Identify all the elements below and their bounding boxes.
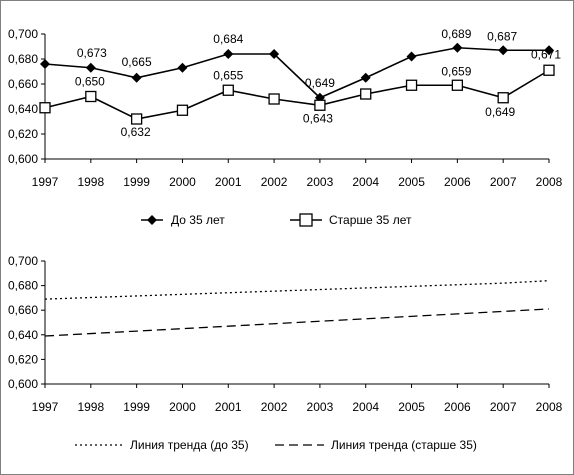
- data-label: 0,643: [303, 111, 333, 125]
- x-tick-label: 2007: [490, 400, 517, 414]
- x-tick-label: 1997: [32, 400, 59, 414]
- series-line-2: [44, 308, 550, 337]
- y-tick-label: 0,700: [8, 254, 38, 268]
- series-line-1: [44, 280, 550, 300]
- data-point-diamond: [544, 45, 554, 56]
- x-tick-label: 2007: [490, 175, 517, 189]
- y-tick-label: 0,620: [8, 352, 38, 366]
- data-point-diamond: [269, 49, 280, 59]
- x-tick-label: 2003: [307, 175, 334, 189]
- x-tick-label: 2005: [398, 175, 425, 189]
- data-label: 0,665: [122, 55, 152, 69]
- legend-label: До 35 лет: [171, 213, 225, 227]
- x-tick-label: 2004: [352, 400, 379, 414]
- data-point-square: [268, 93, 280, 105]
- x-tick-label: 2000: [169, 175, 196, 189]
- y-tick-label: 0,600: [8, 152, 38, 166]
- y-tick-label: 0,680: [8, 279, 38, 293]
- data-point-square: [39, 102, 51, 114]
- x-tick-label: 2002: [261, 175, 288, 189]
- x-tick-label: 1998: [77, 400, 104, 414]
- series-line-1: [44, 46, 549, 99]
- legend-square-marker: [299, 213, 313, 227]
- x-tick-label: 2004: [352, 175, 379, 189]
- data-point-square: [451, 79, 464, 91]
- y-tick-label: 0,680: [8, 52, 38, 66]
- x-tick-label: 2000: [169, 400, 196, 414]
- data-point-diamond: [498, 45, 509, 56]
- data-point-square: [222, 84, 234, 96]
- data-point-diamond: [85, 62, 96, 73]
- data-point-square: [543, 64, 555, 76]
- x-tick-label: 2002: [261, 400, 288, 414]
- legend-label: Линия тренда (до 35): [130, 438, 249, 452]
- data-point-square: [85, 90, 97, 103]
- chart-2: 0,600 0,620 0,640 0,660 0,680 0,700 1997 1998 19…: [8, 254, 563, 452]
- chart-1: 0,600 0,620 0,640 0,660 0,680 0,700 1997 1998 19…: [8, 27, 563, 227]
- legend-diamond-marker: [147, 215, 157, 225]
- data-label: 0,649: [485, 105, 515, 119]
- legend-label: Линия тренда (старше 35): [331, 438, 477, 452]
- x-tick-label: 1998: [77, 175, 104, 189]
- data-label: 0,650: [75, 75, 105, 89]
- data-label: 0,649: [305, 76, 335, 90]
- data-point-square: [497, 92, 509, 104]
- y-tick-label: 0,640: [8, 102, 38, 116]
- x-tick-label: 2006: [444, 400, 471, 414]
- x-tick-label: 2008: [536, 175, 563, 189]
- y-tick-label: 0,660: [8, 303, 38, 317]
- data-label: 0,671: [531, 47, 561, 61]
- series-line-2: [44, 69, 550, 120]
- y-tick-label: 0,600: [8, 377, 38, 391]
- x-tick-label: 1999: [123, 175, 150, 189]
- data-point-square: [405, 79, 418, 91]
- data-label: 0,689: [441, 27, 471, 41]
- y-tick-label: 0,640: [8, 328, 38, 342]
- x-tick-label: 2003: [307, 400, 334, 414]
- data-point-diamond: [40, 59, 50, 69]
- y-tick-label: 0,660: [8, 77, 38, 91]
- x-tick-label: 2005: [398, 400, 425, 414]
- x-tick-label: 2001: [215, 175, 242, 189]
- x-tick-label: 2006: [444, 175, 471, 189]
- legend-label: Старше 35 лет: [329, 213, 412, 227]
- data-point-diamond: [223, 49, 234, 59]
- x-tick-label: 2008: [536, 400, 563, 414]
- data-label: 0,673: [77, 46, 107, 60]
- data-point-square: [314, 99, 326, 111]
- data-point-square: [176, 104, 189, 116]
- data-label: 0,632: [121, 125, 151, 139]
- data-point-diamond: [177, 62, 188, 73]
- data-point-diamond: [360, 72, 371, 83]
- data-point-diamond: [452, 42, 463, 53]
- y-tick-label: 0,620: [8, 127, 38, 141]
- data-label: 0,684: [213, 32, 243, 46]
- data-point-square: [130, 113, 143, 125]
- data-point-diamond: [406, 51, 417, 62]
- data-label: 0,655: [213, 68, 243, 82]
- y-tick-label: 0,700: [8, 27, 38, 41]
- x-tick-label: 1999: [123, 400, 150, 414]
- x-tick-label: 1997: [32, 175, 59, 189]
- data-label: 0,687: [487, 29, 517, 43]
- data-point-square: [360, 88, 372, 100]
- data-point-diamond: [131, 72, 142, 83]
- x-tick-label: 2001: [215, 400, 242, 414]
- data-label: 0,659: [441, 64, 471, 78]
